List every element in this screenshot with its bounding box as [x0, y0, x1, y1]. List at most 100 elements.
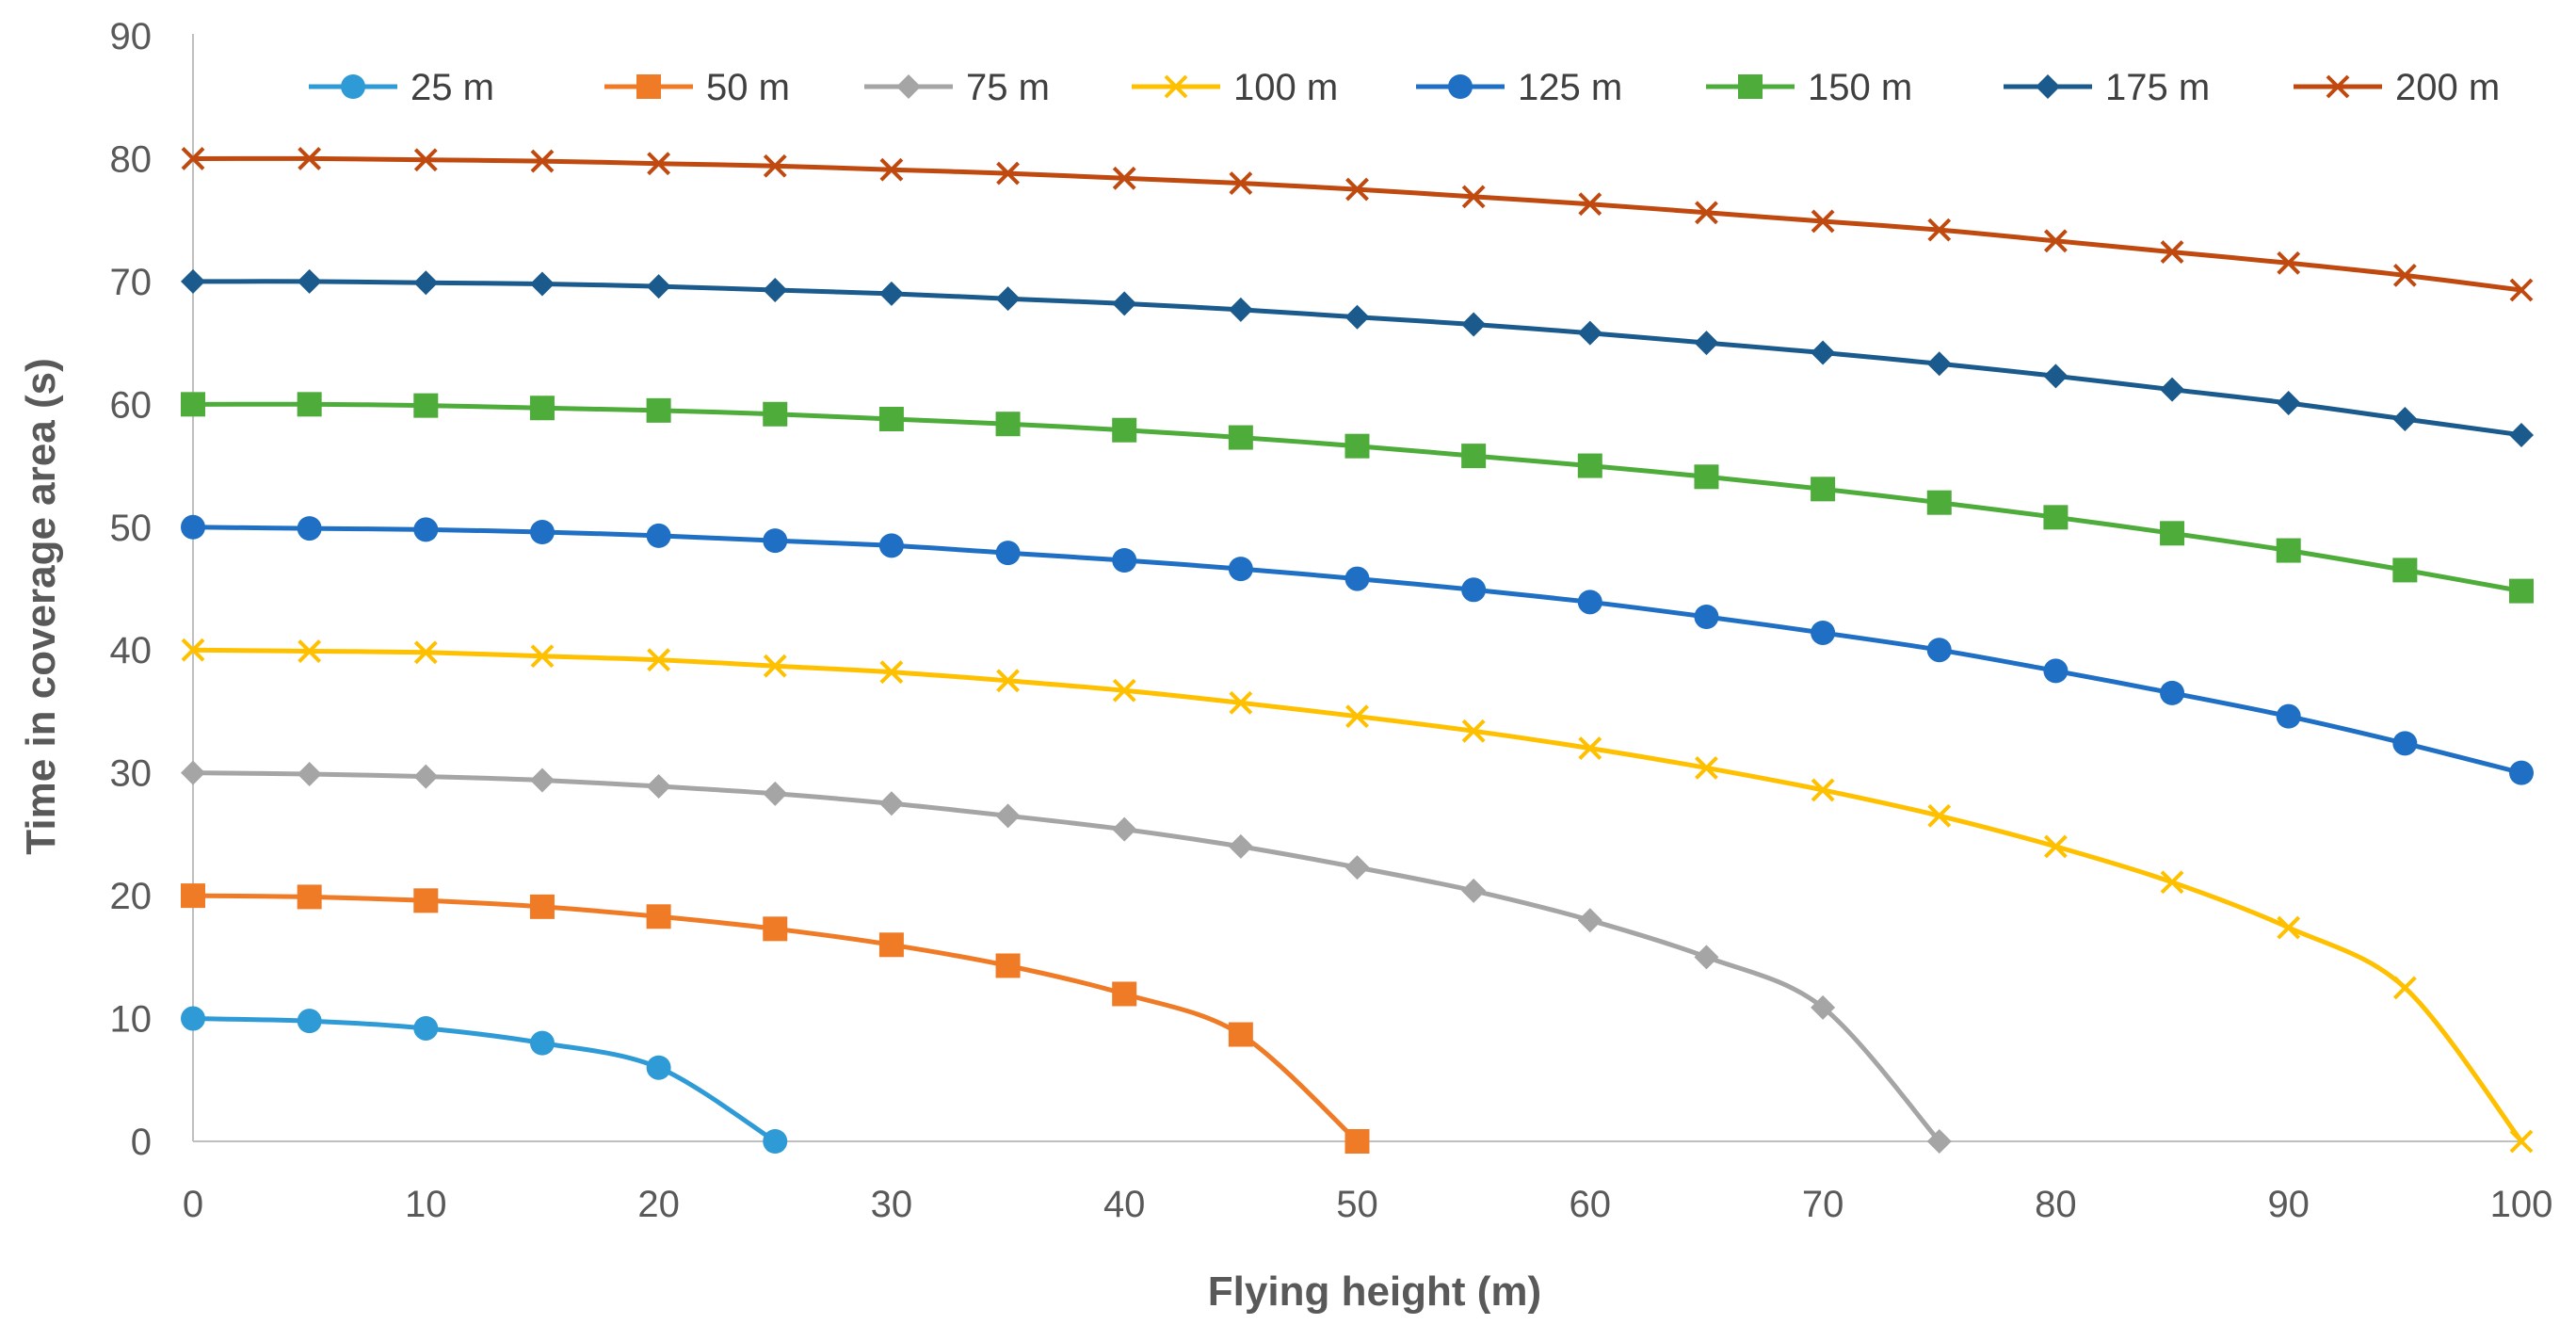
data-point — [1344, 433, 1370, 459]
data-point — [181, 760, 205, 785]
data-point — [1927, 803, 1952, 828]
data-point — [2043, 229, 2068, 253]
y-tick-label: 20 — [110, 876, 153, 917]
y-tick-label: 80 — [110, 138, 153, 180]
data-point — [2392, 976, 2417, 1000]
data-point — [878, 791, 904, 816]
data-point — [413, 148, 438, 172]
x-tick-label: 0 — [183, 1184, 203, 1225]
data-point — [1695, 756, 1718, 780]
data-point — [2277, 250, 2301, 275]
data-point — [1229, 690, 1253, 715]
data-point — [878, 281, 904, 306]
series-150-m — [181, 392, 2534, 604]
data-point — [2509, 422, 2534, 447]
data-point — [1345, 704, 1369, 729]
data-point — [1694, 464, 1719, 490]
data-point — [1112, 981, 1137, 1007]
data-point — [646, 523, 671, 548]
data-point — [878, 406, 904, 431]
y-tick-label: 90 — [110, 16, 153, 57]
legend-item: 175 m — [2004, 67, 2210, 108]
data-point — [2509, 278, 2534, 302]
y-tick-label: 30 — [110, 753, 153, 795]
y-tick-label: 70 — [110, 262, 153, 303]
data-point — [2392, 731, 2418, 756]
series-175-m — [181, 268, 2534, 447]
legend-marker — [1738, 74, 1763, 99]
data-point — [2392, 263, 2417, 287]
data-point — [1926, 1129, 1952, 1154]
data-point — [1228, 425, 1253, 450]
data-point — [2043, 364, 2069, 389]
data-point — [2043, 505, 2069, 530]
legend-label: 50 m — [706, 67, 790, 108]
x-tick-label: 40 — [1103, 1184, 1146, 1225]
data-point — [1112, 417, 1137, 443]
x-tick-label: 100 — [2490, 1184, 2553, 1225]
data-point — [529, 894, 555, 919]
data-point — [763, 781, 788, 806]
data-point — [1344, 855, 1370, 881]
data-point — [1577, 908, 1602, 933]
data-point — [1577, 590, 1602, 615]
data-point — [413, 517, 439, 542]
data-point — [1695, 201, 1718, 225]
series-line — [190, 770, 1942, 1144]
x-tick-label: 60 — [1570, 1184, 1612, 1225]
data-point — [1811, 994, 1836, 1020]
data-point — [2277, 915, 2301, 940]
data-point — [1461, 185, 1486, 209]
x-tick-label: 10 — [405, 1184, 447, 1225]
data-point — [1694, 331, 1719, 356]
data-point — [297, 268, 322, 294]
data-point — [879, 660, 904, 685]
data-point — [1112, 166, 1136, 190]
legend-item: 25 m — [309, 67, 494, 108]
x-axis-title: Flying height (m) — [1208, 1268, 1541, 1315]
data-point — [995, 803, 1021, 829]
series-25-m — [181, 1006, 788, 1154]
data-point — [1577, 320, 1602, 346]
data-point — [2043, 834, 2068, 859]
series-layer — [181, 147, 2534, 1154]
x-tick-label: 90 — [2267, 1184, 2310, 1225]
data-point — [646, 1055, 671, 1080]
data-point — [529, 1030, 555, 1056]
data-point — [181, 514, 205, 540]
data-point — [529, 519, 555, 544]
data-point — [413, 270, 439, 296]
axes: 0 10 20 30 40 50 60 70 80 90 0 10 20 30 40 50 60 70 80 90 10… — [110, 16, 2553, 1225]
y-tick-label: 10 — [110, 999, 153, 1041]
legend-label: 75 m — [966, 67, 1050, 108]
y-tick-label: 40 — [110, 630, 153, 671]
data-point — [763, 1129, 788, 1154]
data-point — [647, 152, 671, 176]
legend-marker — [2326, 74, 2350, 99]
data-point — [530, 644, 555, 669]
data-point — [1811, 209, 1835, 234]
data-point — [181, 268, 205, 294]
data-point — [763, 654, 787, 678]
legend-label: 175 m — [2105, 67, 2210, 108]
data-point — [1694, 945, 1719, 970]
data-point — [413, 393, 439, 418]
data-point — [763, 153, 787, 178]
data-point — [1344, 566, 1370, 591]
data-point — [879, 157, 904, 182]
data-point — [1228, 297, 1253, 322]
data-point — [1811, 778, 1835, 802]
legend-marker — [636, 74, 661, 99]
legend-marker — [1164, 74, 1188, 99]
data-point — [996, 161, 1020, 186]
data-point — [646, 397, 671, 423]
legend-item: 150 m — [1706, 67, 1912, 108]
data-point — [298, 147, 322, 170]
data-point — [1461, 312, 1487, 337]
data-point — [1811, 620, 1836, 645]
data-point — [2276, 391, 2301, 416]
data-point — [995, 953, 1021, 978]
data-point — [1228, 557, 1253, 582]
data-point — [2160, 377, 2185, 402]
